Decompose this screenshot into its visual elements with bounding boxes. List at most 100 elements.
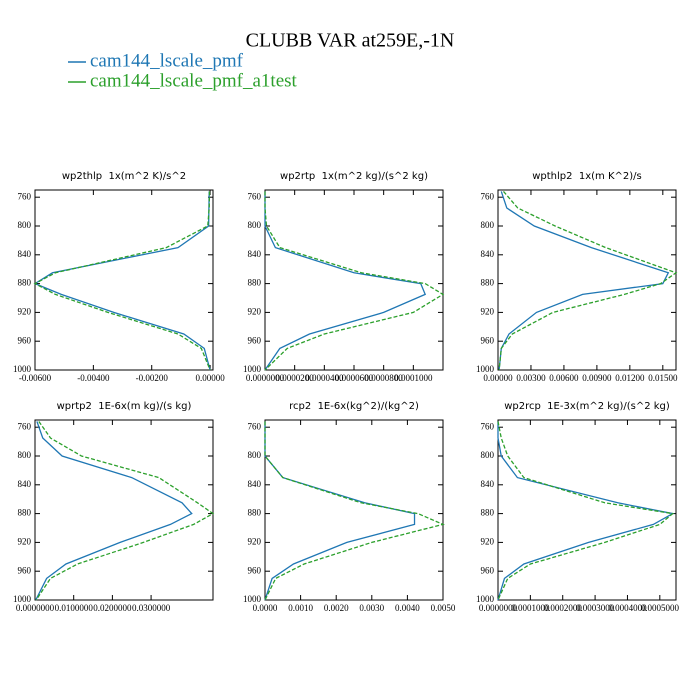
y-tick-label: 1000 — [243, 594, 262, 604]
y-tick-label: 840 — [248, 249, 262, 259]
y-tick-label: 960 — [248, 565, 262, 575]
y-tick-label: 960 — [481, 335, 495, 345]
profile-line — [264, 191, 427, 371]
profile-line — [498, 191, 670, 371]
y-tick-label: 840 — [481, 479, 495, 489]
x-tick-label: 0.0005000 — [641, 603, 680, 613]
panel-title: wp2thlp 1x(m^2 K)/s^2 — [62, 171, 186, 182]
x-tick-label: 0.0030 — [359, 603, 384, 613]
x-tick-label: 0.0000 — [253, 603, 278, 613]
profile-line — [33, 191, 211, 371]
x-tick-label: 0.00900 — [582, 373, 612, 383]
x-tick-label: 0.0000000 — [16, 603, 55, 613]
x-tick-label: 0.0004000 — [608, 603, 647, 613]
x-tick-label: 0.0003000 — [576, 603, 615, 613]
x-tick-label: 0.0000000 — [246, 373, 285, 383]
profile-line — [35, 421, 193, 601]
y-tick-label: 760 — [481, 191, 495, 201]
y-tick-label: 1000 — [476, 594, 495, 604]
y-tick-label: 840 — [18, 479, 32, 489]
x-tick-label: 0.00000 — [195, 373, 225, 383]
profile-line — [497, 421, 675, 601]
y-tick-label: 880 — [18, 278, 32, 288]
x-tick-label: -0.00600 — [19, 373, 52, 383]
panel-title: wp2rtp 1x(m^2 kg)/(s^2 kg) — [280, 171, 428, 182]
y-tick-label: 920 — [18, 536, 32, 546]
y-tick-label: 920 — [18, 306, 32, 316]
panel-title: wp2rcp 1E-3x(m^2 kg)/(s^2 kg) — [504, 401, 670, 412]
x-tick-label: 0.0002000 — [544, 603, 583, 613]
x-tick-label: 0.0200000 — [93, 603, 132, 613]
y-tick-label: 1000 — [13, 594, 32, 604]
x-tick-label: 0.01200 — [615, 373, 645, 383]
profile-line — [264, 191, 445, 371]
y-tick-label: 800 — [481, 450, 495, 460]
x-tick-label: 0.0001000 — [511, 603, 550, 613]
x-tick-label: 0.0300000 — [132, 603, 171, 613]
y-tick-label: 1000 — [13, 364, 32, 374]
profile-line — [35, 421, 215, 601]
x-tick-label: 0.0100000 — [55, 603, 94, 613]
y-tick-label: 1000 — [476, 364, 495, 374]
x-tick-label: 0.00300 — [516, 373, 546, 383]
profile-line — [33, 191, 211, 371]
profile-line — [264, 421, 416, 601]
plot-frame — [497, 189, 677, 371]
y-tick-label: 960 — [18, 565, 32, 575]
plot-frame — [34, 189, 214, 371]
y-tick-label: 880 — [248, 278, 262, 288]
y-tick-label: 920 — [248, 306, 262, 316]
profile-line — [497, 421, 675, 601]
x-tick-label: 0.0000000 — [479, 603, 518, 613]
x-tick-label: 0.0000400 — [305, 373, 344, 383]
y-tick-label: 800 — [18, 450, 32, 460]
x-tick-label: 0.00600 — [549, 373, 579, 383]
x-tick-label: 0.0000200 — [276, 373, 315, 383]
plot-frame — [34, 419, 214, 601]
y-tick-label: 800 — [248, 220, 262, 230]
y-tick-label: 760 — [18, 191, 32, 201]
y-tick-label: 920 — [481, 536, 495, 546]
x-tick-label: 0.00000 — [483, 373, 513, 383]
y-tick-label: 880 — [481, 508, 495, 518]
y-tick-label: 960 — [481, 565, 495, 575]
x-tick-label: 0.0050 — [431, 603, 456, 613]
x-tick-label: 0.01500 — [648, 373, 678, 383]
y-tick-label: 800 — [248, 450, 262, 460]
y-tick-label: 760 — [481, 421, 495, 431]
x-tick-label: 0.0020 — [324, 603, 349, 613]
legend-label: cam144_lscale_pmf_a1test — [90, 70, 298, 91]
plot-frame — [497, 419, 677, 601]
panel-title: wprtp2 1E-6x(m kg)/(s kg) — [57, 401, 192, 412]
profile-line — [498, 191, 678, 371]
y-tick-label: 920 — [481, 306, 495, 316]
x-tick-label: 0.0000800 — [365, 373, 404, 383]
x-tick-label: 0.0001000 — [394, 373, 433, 383]
legend-label: cam144_lscale_pmf — [90, 50, 244, 71]
y-tick-label: 960 — [18, 335, 32, 345]
y-tick-label: 880 — [481, 278, 495, 288]
y-tick-label: 840 — [248, 479, 262, 489]
y-tick-label: 800 — [18, 220, 32, 230]
x-tick-label: 0.0010 — [288, 603, 313, 613]
y-tick-label: 880 — [18, 508, 32, 518]
panel-title: rcp2 1E-6x(kg^2)/(kg^2) — [289, 401, 419, 412]
y-tick-label: 880 — [248, 508, 262, 518]
y-tick-label: 800 — [481, 220, 495, 230]
y-tick-label: 960 — [248, 335, 262, 345]
y-tick-label: 840 — [481, 249, 495, 259]
figure-title: CLUBB VAR at259E,-1N — [246, 30, 455, 52]
x-tick-label: -0.00400 — [77, 373, 110, 383]
y-tick-label: 760 — [18, 421, 32, 431]
profile-line — [264, 421, 446, 601]
x-tick-label: 0.0040 — [395, 603, 420, 613]
x-tick-label: -0.00200 — [136, 373, 169, 383]
panel-title: wpthlp2 1x(m K^2)/s — [532, 171, 642, 182]
x-tick-label: 0.0000600 — [335, 373, 374, 383]
y-tick-label: 1000 — [243, 364, 262, 374]
plot-frame — [264, 419, 444, 601]
y-tick-label: 760 — [248, 191, 262, 201]
y-tick-label: 760 — [248, 421, 262, 431]
